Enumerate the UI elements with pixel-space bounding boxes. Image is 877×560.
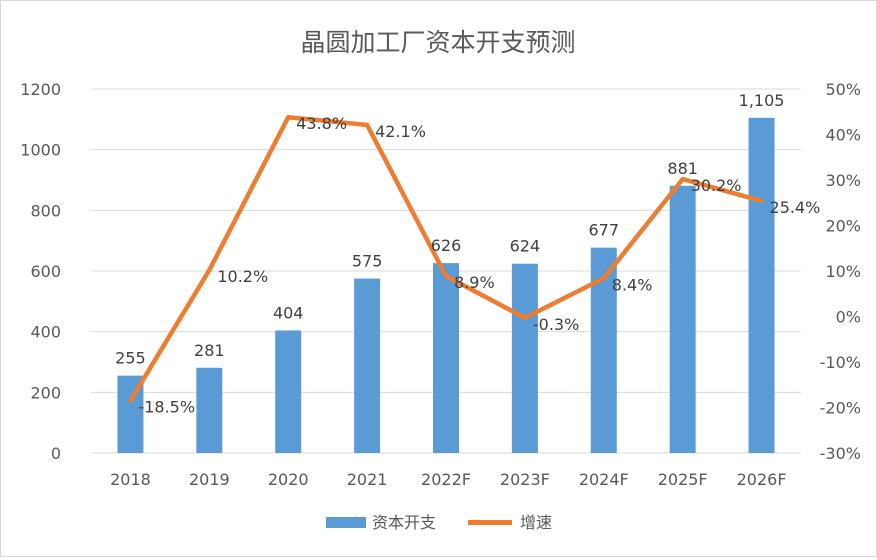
- x-tick-label: 2020: [268, 470, 309, 489]
- right-tick-label: 30%: [825, 171, 861, 190]
- legend: 资本开支 增速: [326, 513, 552, 532]
- legend-swatch-capex: [326, 517, 366, 528]
- left-tick-label: 0: [51, 444, 61, 463]
- right-tick-label: -30%: [820, 444, 861, 463]
- line-point: [524, 317, 526, 319]
- bar: [669, 185, 696, 453]
- x-axis: 2018 2019 2020 2021 2022F 2023F 2024F 2025F 2026…: [110, 470, 786, 489]
- bar: [433, 263, 459, 453]
- bar-data-label: 881: [667, 159, 698, 178]
- x-tick-label: 2022F: [421, 470, 471, 489]
- line-point: [129, 400, 131, 402]
- x-tick-label: 2019: [189, 470, 230, 489]
- bar-data-label: 255: [115, 349, 146, 368]
- line-data-label: 30.2%: [691, 176, 742, 195]
- right-tick-label: 10%: [825, 262, 861, 281]
- bar: [748, 117, 775, 454]
- line-point: [603, 277, 605, 279]
- line-data-label: 8.9%: [454, 273, 495, 292]
- left-tick-label: 800: [30, 201, 61, 220]
- right-axis: -30% -20% -10% 0% 10% 20% 30% 40% 50%: [820, 80, 861, 463]
- line-point: [287, 116, 289, 118]
- bar-data-labels: 255 281 404 575 626 624 677 881 1,105: [115, 91, 784, 368]
- line-point: [445, 275, 447, 277]
- right-tick-label: 50%: [825, 80, 861, 99]
- line-data-labels: -18.5% 10.2% 43.8% 42.1% 8.9% -0.3% 8.4% 30.2% 2…: [138, 114, 820, 416]
- bar-data-label: 677: [589, 221, 620, 240]
- right-tick-label: 0%: [836, 308, 861, 327]
- x-tick-label: 2024F: [579, 470, 629, 489]
- line-data-label: 25.4%: [770, 198, 821, 217]
- line-data-label: 42.1%: [375, 122, 426, 141]
- left-tick-label: 600: [30, 262, 61, 281]
- bar: [196, 367, 223, 453]
- left-axis: 0 200 400 600 800 1000 1200: [20, 80, 61, 463]
- line-data-label: -18.5%: [138, 398, 195, 417]
- x-tick-label: 2026F: [737, 470, 787, 489]
- line-series: [128, 114, 764, 403]
- legend-label-capex: 资本开支: [372, 513, 436, 532]
- bar-data-label: 575: [352, 252, 383, 271]
- bar: [511, 263, 538, 453]
- bar-series: [117, 117, 775, 454]
- right-tick-label: 40%: [825, 126, 861, 145]
- line-data-label: -0.3%: [533, 315, 579, 334]
- line-data-label: 8.4%: [612, 275, 653, 294]
- left-tick-label: 400: [30, 323, 61, 342]
- x-tick-label: 2021: [347, 470, 388, 489]
- left-tick-label: 200: [30, 383, 61, 402]
- bar: [275, 330, 302, 453]
- line-data-label: 10.2%: [217, 267, 268, 286]
- left-tick-label: 1000: [20, 141, 61, 160]
- line-data-label: 43.8%: [296, 114, 347, 133]
- legend-swatch-growth: [468, 520, 512, 525]
- right-tick-label: -10%: [820, 353, 861, 372]
- line-point: [761, 200, 763, 202]
- bar-data-label: 626: [431, 236, 462, 255]
- line-point: [366, 124, 368, 126]
- line-point: [682, 178, 684, 180]
- legend-label-growth: 增速: [520, 513, 552, 532]
- bar-data-label: 624: [510, 237, 541, 256]
- right-tick-label: -20%: [820, 399, 861, 418]
- x-tick-label: 2025F: [658, 470, 708, 489]
- bar-data-label: 404: [273, 303, 304, 322]
- right-tick-label: 20%: [825, 217, 861, 236]
- left-tick-label: 1200: [20, 80, 61, 99]
- chart-title: 晶圆加工厂资本开支预测: [300, 28, 575, 57]
- bar: [354, 278, 381, 453]
- x-tick-label: 2018: [110, 470, 151, 489]
- bar-data-label: 1,105: [739, 91, 785, 110]
- bar-data-label: 281: [194, 341, 225, 360]
- x-tick-label: 2023F: [500, 470, 550, 489]
- line-point: [208, 269, 210, 271]
